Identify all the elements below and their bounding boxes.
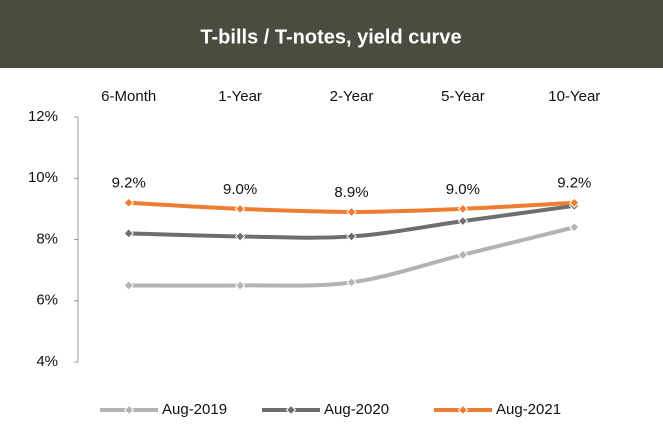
point-marker bbox=[234, 231, 246, 242]
x-tick-label: 6-Month bbox=[101, 88, 156, 105]
point-marker bbox=[569, 222, 580, 233]
x-tick-label: 5-Year bbox=[441, 88, 485, 105]
data-label: 8.9% bbox=[334, 184, 368, 201]
data-label: 9.2% bbox=[112, 175, 146, 192]
legend-marker bbox=[457, 404, 469, 416]
legend-label: Aug-2020 bbox=[324, 401, 389, 418]
legend-label: Aug-2021 bbox=[496, 401, 561, 418]
point-marker bbox=[123, 280, 134, 291]
point-marker bbox=[346, 277, 357, 288]
x-tick-label: 2-Year bbox=[330, 88, 374, 105]
point-marker bbox=[457, 249, 469, 261]
legend-marker bbox=[285, 404, 297, 416]
title-band bbox=[0, 0, 663, 68]
point-marker bbox=[457, 215, 469, 227]
point-marker bbox=[123, 197, 134, 208]
data-label: 9.2% bbox=[557, 175, 591, 192]
chart-title: T-bills / T-notes, yield curve bbox=[200, 26, 461, 48]
x-tick-label: 10-Year bbox=[548, 88, 600, 105]
point-marker bbox=[457, 203, 469, 215]
point-marker bbox=[234, 203, 246, 215]
y-tick-label: 6% bbox=[36, 292, 58, 309]
point-marker bbox=[346, 231, 357, 242]
legend-marker bbox=[123, 404, 135, 416]
y-tick-label: 10% bbox=[28, 169, 58, 186]
y-tick-label: 4% bbox=[36, 353, 58, 370]
data-label: 9.0% bbox=[223, 181, 257, 198]
data-label: 9.0% bbox=[446, 181, 480, 198]
point-marker bbox=[123, 228, 134, 239]
x-tick-label: 1-Year bbox=[218, 88, 262, 105]
y-tick-label: 8% bbox=[36, 230, 58, 247]
point-marker bbox=[569, 197, 580, 208]
point-marker bbox=[346, 206, 357, 218]
legend-label: Aug-2019 bbox=[162, 401, 227, 418]
point-marker bbox=[234, 280, 246, 291]
y-tick-label: 12% bbox=[28, 108, 58, 125]
